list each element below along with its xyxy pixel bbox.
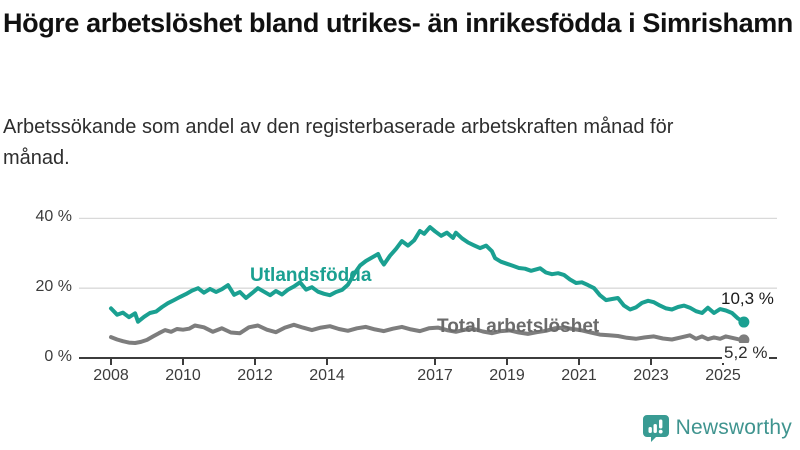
chart-subtitle: Arbetssökande som andel av den registerb…: [3, 116, 674, 169]
series-label-total-arbetsloshet: Total arbetslöshet: [437, 316, 600, 337]
x-axis-label: 2019: [489, 367, 525, 384]
end-value-label-utlandsfodda: 10,3 %: [721, 289, 774, 308]
y-axis-label: 20 %: [35, 278, 72, 296]
series-line-0: [109, 225, 746, 325]
y-axis-label: 40 %: [35, 208, 72, 226]
y-axis-label: 0 %: [44, 348, 72, 365]
end-value-label-total: 5,2 %: [722, 343, 770, 363]
x-axis-label: 2021: [561, 367, 597, 384]
series-end-dot-0: [738, 316, 750, 328]
page-title: Högre arbetslöshet bland utrikes- än inr…: [3, 8, 793, 38]
x-axis-label: 2010: [165, 367, 201, 384]
newsworthy-logo: Newsworthy: [642, 414, 792, 442]
x-axis-label: 2014: [309, 367, 345, 384]
x-axis-label: 2008: [93, 367, 129, 384]
x-axis-label: 2017: [417, 367, 453, 384]
series-line-1: [109, 322, 746, 345]
x-axis-label: 2023: [633, 367, 669, 384]
x-axis-label: 2012: [237, 367, 273, 384]
series-label-utlandsfodda: Utlandsfödda: [250, 265, 372, 286]
newsworthy-wordmark: Newsworthy: [675, 416, 792, 439]
series-end-dot-1: [738, 334, 750, 346]
x-axis-label: 2025: [705, 367, 741, 384]
newsworthy-logo-icon: [642, 415, 669, 442]
